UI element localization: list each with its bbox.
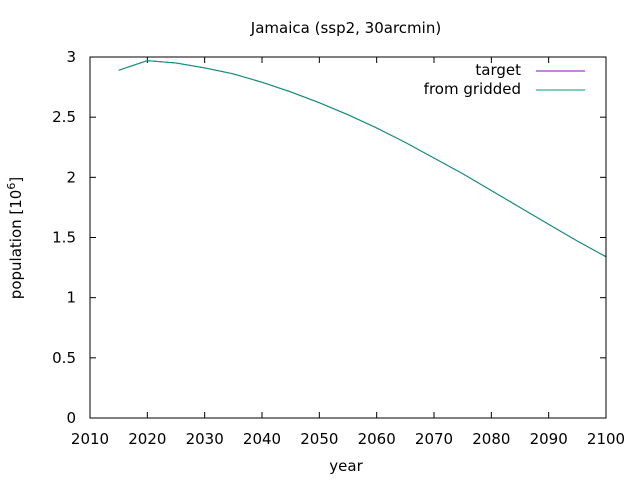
y-tick-label: 1	[66, 289, 76, 307]
x-tick-label: 2070	[415, 430, 453, 448]
y-tick-label: 0.5	[52, 349, 76, 367]
x-tick-label: 2090	[530, 430, 568, 448]
y-axis-label: population [106]	[5, 177, 25, 299]
x-tick-label: 2050	[300, 430, 338, 448]
y-axis-ticks: 0 0.5 1 1.5 2 2.5 3	[52, 48, 606, 427]
x-axis-ticks: 2010 2020 2030 2040 2050 2060 2070 2080 2090 2100	[71, 57, 625, 448]
series-line-from-gridded	[118, 60, 606, 258]
x-tick-label: 2080	[472, 430, 510, 448]
x-tick-label: 2060	[358, 430, 396, 448]
x-tick-label: 2020	[128, 430, 166, 448]
y-tick-label: 3	[66, 48, 76, 66]
plot-frame	[89, 56, 607, 419]
series-layer	[118, 60, 606, 258]
y-tick-label: 2	[66, 168, 76, 186]
y-axis-label-exponent: 6	[5, 183, 18, 190]
y-tick-label: 1.5	[52, 229, 76, 247]
y-axis-label-text: population [10	[7, 190, 25, 300]
x-tick-label: 2030	[186, 430, 224, 448]
x-tick-label: 2040	[243, 430, 281, 448]
x-tick-label: 2010	[71, 430, 109, 448]
x-axis-label: year	[329, 457, 363, 475]
x-tick-label: 2100	[587, 430, 625, 448]
chart-title: Jamaica (ssp2, 30arcmin)	[250, 19, 441, 37]
legend-label: target	[475, 61, 521, 79]
legend-label: from gridded	[424, 80, 521, 98]
y-axis-label-suffix: ]	[7, 177, 25, 183]
series-line-target	[118, 60, 606, 258]
y-tick-label: 0	[66, 409, 76, 427]
y-tick-label: 2.5	[52, 108, 76, 126]
